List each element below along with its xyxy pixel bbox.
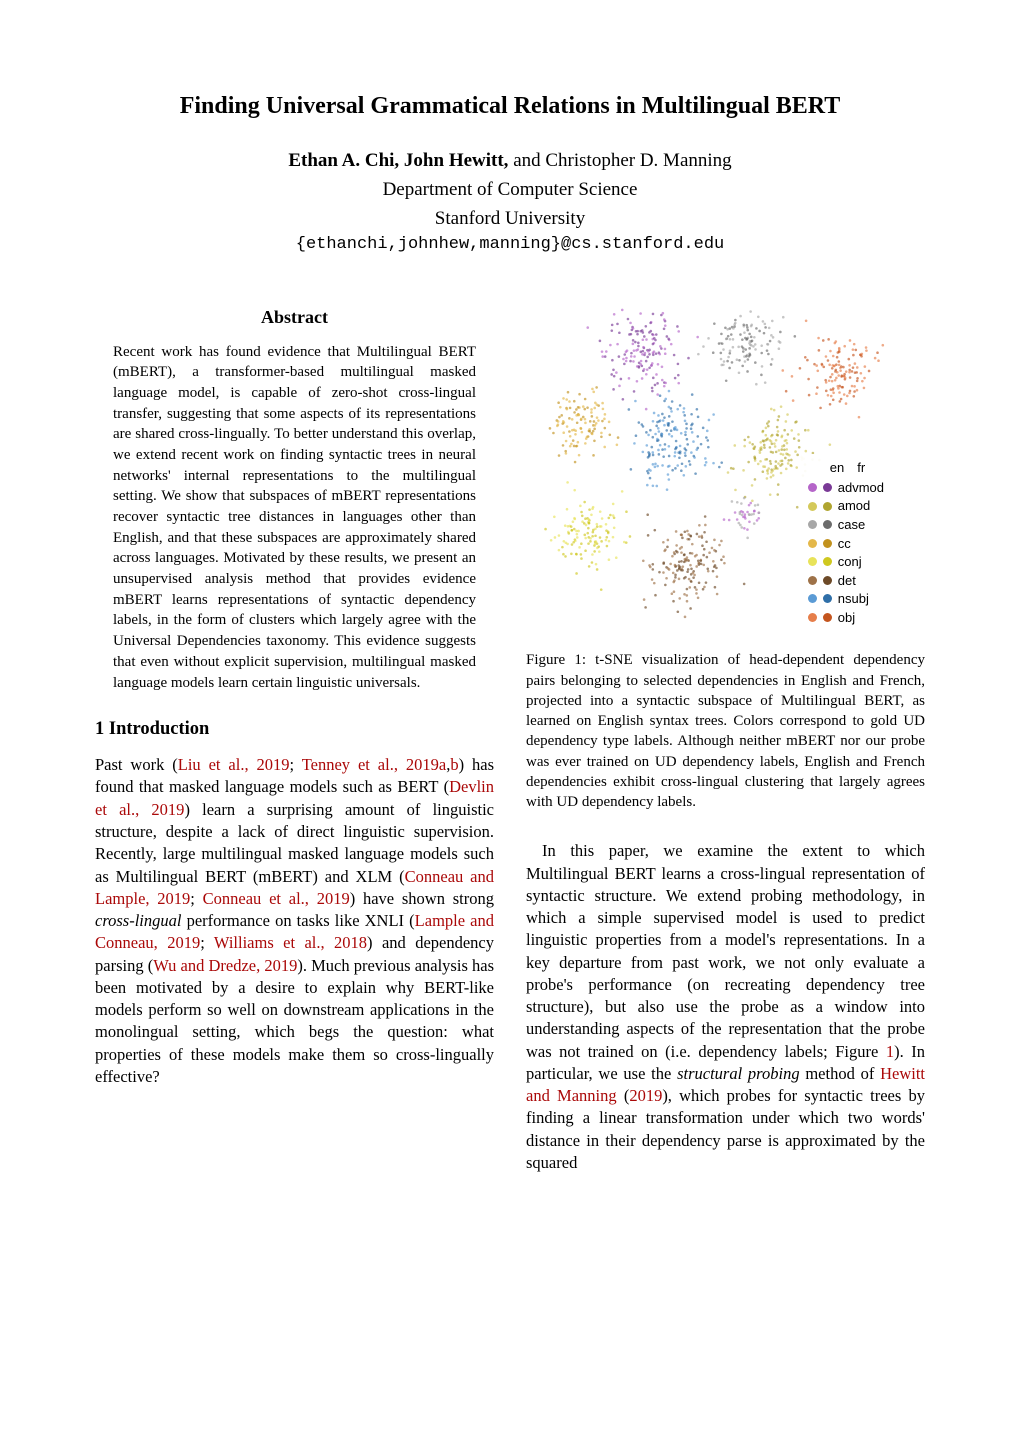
legend-row-det: det	[808, 572, 884, 590]
legend-label: case	[838, 516, 865, 534]
authors-rest: and Christopher D. Manning	[508, 150, 731, 171]
structural-probing-italic: structural probing	[677, 1064, 800, 1083]
authors-line: Ethan A. Chi, John Hewitt, and Christoph…	[95, 148, 925, 174]
legend-dot-fr	[823, 483, 832, 492]
legend-dot-en	[808, 594, 817, 603]
legend-label: obj	[838, 609, 855, 627]
plot-legend: en fr advmodamodcaseccconjdetnsubjobj	[799, 454, 893, 632]
legend-row-advmod: advmod	[808, 479, 884, 497]
legend-label: nsubj	[838, 590, 869, 608]
legend-header: en fr	[808, 459, 884, 477]
affiliation-univ: Stanford University	[95, 206, 925, 232]
legend-row-conj: conj	[808, 553, 884, 571]
legend-dot-en	[808, 539, 817, 548]
legend-dot-en	[808, 613, 817, 622]
left-column: Abstract Recent work has found evidence …	[95, 305, 494, 1182]
two-column-layout: Abstract Recent work has found evidence …	[95, 305, 925, 1182]
legend-dot-fr	[823, 613, 832, 622]
legend-label: advmod	[838, 479, 884, 497]
legend-row-amod: amod	[808, 497, 884, 515]
legend-dot-fr	[823, 594, 832, 603]
cross-lingual-italic: cross-lingual	[95, 911, 181, 930]
legend-dot-en	[808, 483, 817, 492]
cite-conneau-etal[interactable]: Conneau et al., 2019	[203, 889, 350, 908]
legend-label: cc	[838, 535, 851, 553]
author-emails: {ethanchi,johnhew,manning}@cs.stanford.e…	[95, 234, 925, 257]
legend-dot-en	[808, 557, 817, 566]
legend-dot-en	[808, 520, 817, 529]
abstract-header: Abstract	[95, 305, 494, 329]
legend-label: amod	[838, 497, 871, 515]
legend-label: conj	[838, 553, 862, 571]
legend-dot-en	[808, 502, 817, 511]
legend-col-fr: fr	[857, 459, 865, 477]
legend-dot-fr	[823, 576, 832, 585]
section-1-header: 1 Introduction	[95, 717, 494, 742]
cite-wu-dredze[interactable]: Wu and Dredze, 2019	[153, 956, 297, 975]
cite-williams[interactable]: Williams et al., 2018	[214, 933, 367, 952]
figref-1[interactable]: 1	[886, 1042, 894, 1061]
right-para-1: In this paper, we examine the extent to …	[526, 840, 925, 1174]
right-column: en fr advmodamodcaseccconjdetnsubjobj Fi…	[526, 305, 925, 1182]
legend-row-obj: obj	[808, 609, 884, 627]
legend-row-nsubj: nsubj	[808, 590, 884, 608]
affiliation-dept: Department of Computer Science	[95, 177, 925, 203]
legend-dot-en	[808, 576, 817, 585]
legend-label: det	[838, 572, 856, 590]
figure-1-caption: Figure 1: t-SNE visualization of head-de…	[526, 650, 925, 812]
legend-row-cc: cc	[808, 535, 884, 553]
cite-tenney-b[interactable]: b	[450, 755, 458, 774]
legend-row-case: case	[808, 516, 884, 534]
abstract-body: Recent work has found evidence that Mult…	[95, 342, 494, 694]
cite-liu[interactable]: Liu et al., 2019	[178, 755, 290, 774]
cite-hewitt-year[interactable]: 2019	[629, 1086, 662, 1105]
cite-tenney-a[interactable]: Tenney et al., 2019a	[302, 755, 446, 774]
legend-dot-fr	[823, 520, 832, 529]
authors-bold: Ethan A. Chi, John Hewitt,	[288, 150, 508, 171]
legend-col-en: en	[830, 459, 844, 477]
legend-dot-fr	[823, 539, 832, 548]
tsne-scatter-plot: en fr advmodamodcaseccconjdetnsubjobj	[526, 305, 925, 650]
legend-dot-fr	[823, 557, 832, 566]
intro-para-1: Past work (Liu et al., 2019; Tenney et a…	[95, 754, 494, 1088]
figure-1: en fr advmodamodcaseccconjdetnsubjobj Fi…	[526, 305, 925, 812]
legend-dot-fr	[823, 502, 832, 511]
paper-title: Finding Universal Grammatical Relations …	[95, 90, 925, 122]
